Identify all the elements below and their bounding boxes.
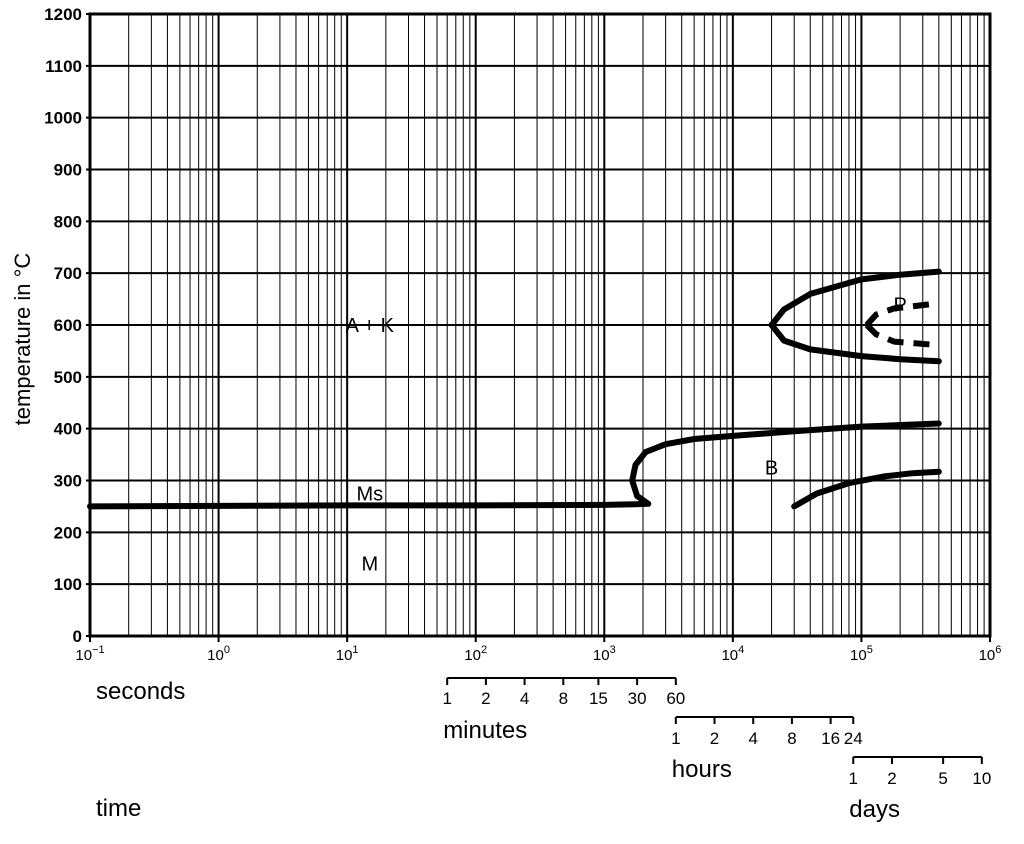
unit-label-seconds: seconds (96, 678, 185, 705)
y-axis-title: temperature in °C (10, 253, 35, 426)
curve-solid (791, 468, 942, 510)
y-tick-label: 400 (54, 420, 82, 439)
scale-tick-label: 8 (559, 689, 568, 708)
x-tick-label: 104 (721, 644, 744, 664)
y-tick-labels: 0 100 200 300 400 500 600 700 800 900 1000 1100 1200 (44, 5, 82, 646)
y-tick-label: 800 (54, 212, 82, 231)
region-label: B (765, 458, 778, 480)
scale-tick-label: 1 (671, 729, 680, 748)
y-tick-label: 200 (54, 523, 82, 542)
x-tick-label: 105 (850, 644, 873, 664)
scale-tick-label: 24 (844, 729, 863, 748)
y-tick-label: 600 (54, 316, 82, 335)
x-tick-labels: 10−1 100 101 102 103 104 105 106 (75, 644, 1001, 664)
region-label: P (893, 294, 906, 316)
y-tick-label: 100 (54, 575, 82, 594)
curve-solid (768, 322, 942, 365)
scale-tick-label: 4 (520, 689, 529, 708)
y-tick-label: 300 (54, 472, 82, 491)
scale-tick-label: 1 (442, 689, 451, 708)
x-tick-label: 10−1 (75, 644, 104, 664)
unit-label-days: days (849, 796, 900, 823)
scale-tick-label: 5 (938, 769, 947, 788)
y-tick-label: 700 (54, 264, 82, 283)
region-labels: A + K P Ms B M (346, 294, 907, 575)
scale-tick-label: 4 (748, 729, 757, 748)
y-tick-label: 1100 (45, 57, 82, 76)
y-tick-label: 900 (54, 161, 82, 180)
x-tick-label: 106 (979, 644, 1002, 664)
plot-frame (88, 12, 992, 638)
unit-label-hours: hours (672, 756, 732, 783)
x-tick-label: 101 (336, 644, 359, 664)
curve-solid (768, 268, 942, 328)
region-label: M (361, 553, 378, 575)
y-tick-label: 1200 (44, 5, 82, 24)
y-tick-label: 500 (54, 368, 82, 387)
scale-tick-label: 10 (972, 769, 991, 788)
x-axis-title: time (96, 795, 141, 822)
region-label: A + K (346, 315, 395, 337)
x-tick-label: 103 (593, 644, 616, 664)
x-tick-label: 100 (207, 644, 230, 664)
scale-tick-label: 60 (666, 689, 685, 708)
scale-tick-label: 2 (887, 769, 896, 788)
y-tick-label: 0 (73, 627, 82, 646)
curve-dashed (864, 300, 940, 327)
curve-dashed (864, 322, 940, 349)
scale-tick-label: 30 (628, 689, 647, 708)
scale-tick-label: 16 (821, 729, 840, 748)
grid-major-lines (86, 13, 991, 642)
scale-tick-label: 15 (589, 689, 608, 708)
scale-tick-label: 1 (849, 769, 858, 788)
scale-tick-label: 8 (787, 729, 796, 748)
scale-tick-label: 2 (481, 689, 490, 708)
region-label: Ms (356, 483, 383, 505)
scale-tick-label: 2 (710, 729, 719, 748)
unit-label-minutes: minutes (443, 717, 527, 744)
x-tick-label: 102 (464, 644, 487, 664)
curve-solid (87, 420, 942, 510)
curves (87, 268, 942, 510)
y-tick-label: 1000 (44, 109, 82, 128)
